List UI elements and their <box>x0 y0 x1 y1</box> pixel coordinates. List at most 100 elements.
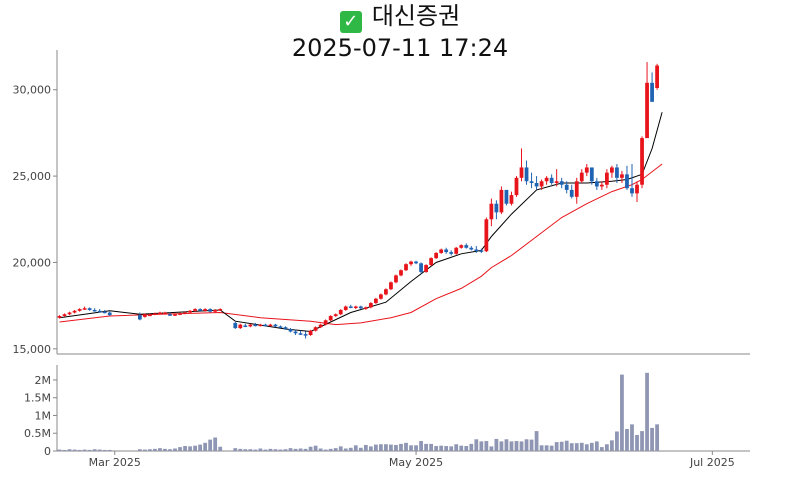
volume-bar <box>178 447 182 451</box>
volume-bar <box>298 448 303 451</box>
candle-up <box>248 324 253 327</box>
volume-y-tick-label: 1M <box>35 409 52 422</box>
volume-bar <box>188 446 192 451</box>
volume-bar <box>203 442 208 451</box>
candle-up <box>539 181 544 187</box>
candle-down <box>549 177 554 183</box>
candle-up <box>429 258 434 266</box>
candle-up <box>434 252 439 259</box>
volume-bar <box>168 449 172 451</box>
candle-up <box>318 324 323 328</box>
volume-bar <box>213 437 218 451</box>
volume-bar <box>414 445 418 451</box>
candle-up <box>509 195 514 204</box>
volume-panel: 0 0.5M 1M 1.5M 2M <box>24 365 750 458</box>
volume-bar <box>514 441 519 451</box>
price-panel: 15,000 20,000 25,000 30,000 <box>13 50 750 356</box>
candle-down <box>303 334 308 336</box>
volume-bar <box>323 449 328 451</box>
candle-down <box>273 324 278 327</box>
volume-bar <box>479 441 484 451</box>
volume-bar <box>318 448 323 451</box>
candle-up <box>399 270 403 276</box>
candle-up <box>389 282 393 290</box>
candle-down <box>469 247 474 250</box>
x-tick-label: Jul 2025 <box>689 456 735 469</box>
candle-down <box>97 310 102 313</box>
candle-up <box>519 167 524 178</box>
volume-bar <box>248 449 253 451</box>
volume-bar <box>534 431 539 451</box>
volume-bar <box>328 448 333 451</box>
candle-up <box>188 310 192 313</box>
volume-bar <box>424 443 428 451</box>
volume-bar <box>268 448 273 451</box>
candle-up <box>655 65 659 88</box>
candle-up <box>499 189 504 213</box>
candle-down <box>92 309 97 312</box>
volume-bar <box>153 448 157 451</box>
volume-bar <box>589 442 594 451</box>
volume-bar <box>353 445 358 451</box>
candle-down <box>625 174 629 189</box>
candle-down <box>504 189 509 204</box>
volume-bar <box>82 449 87 451</box>
volume-bar <box>599 447 604 451</box>
volume-bar <box>484 441 489 451</box>
chart-title: ✓ 대신증권 <box>0 0 800 33</box>
volume-bar <box>569 443 574 451</box>
volume-bar <box>655 424 659 451</box>
volume-bar <box>474 439 479 451</box>
volume-bar <box>102 449 107 451</box>
price-y-tick-label: 30,000 <box>13 84 52 97</box>
candle-up <box>409 261 413 265</box>
volume-bar <box>263 449 268 451</box>
candle-up <box>610 167 614 173</box>
volume-bar <box>464 446 469 451</box>
candle-up <box>645 82 649 139</box>
volume-bar <box>610 440 614 451</box>
candle-up <box>328 316 333 321</box>
candle-up <box>599 184 604 187</box>
candle-down <box>534 183 539 187</box>
candle-up <box>489 203 494 220</box>
volume-bar <box>163 448 167 451</box>
volume-bar <box>183 446 187 451</box>
volume-bar <box>625 428 629 451</box>
volume-bar <box>363 444 368 451</box>
volume-bar <box>499 441 504 451</box>
candle-down <box>263 324 268 327</box>
candle-down <box>615 167 619 178</box>
candle-down <box>293 331 298 334</box>
moving-average-short-line <box>59 112 663 333</box>
candle-down <box>464 245 469 248</box>
candle-down <box>233 322 238 329</box>
candle-up <box>554 181 559 183</box>
candle-down <box>102 311 107 314</box>
candle-down <box>243 325 248 327</box>
volume-bar <box>57 449 62 451</box>
candle-up <box>153 313 157 315</box>
volume-bar <box>404 442 408 451</box>
volume-bar <box>208 439 213 451</box>
volume-y-tick-label: 1.5M <box>24 392 51 405</box>
volume-bar <box>504 439 509 451</box>
candle-up <box>268 324 273 327</box>
candle-down <box>559 181 564 185</box>
candle-down <box>529 181 534 183</box>
volume-bar <box>640 431 644 451</box>
volume-bar <box>645 372 649 451</box>
volume-y-tick-label: 2M <box>35 374 52 387</box>
candle-up <box>384 289 388 295</box>
candle-up <box>363 307 368 309</box>
candle-up <box>148 314 152 317</box>
candle-up <box>353 306 358 308</box>
volume-bar <box>348 447 353 451</box>
volume-bar <box>409 445 413 451</box>
candle-up <box>193 309 197 311</box>
volume-bar <box>615 431 619 451</box>
volume-bar <box>193 445 197 451</box>
candle-up <box>584 167 589 173</box>
candle-up <box>394 275 398 283</box>
volume-bar <box>243 449 248 451</box>
